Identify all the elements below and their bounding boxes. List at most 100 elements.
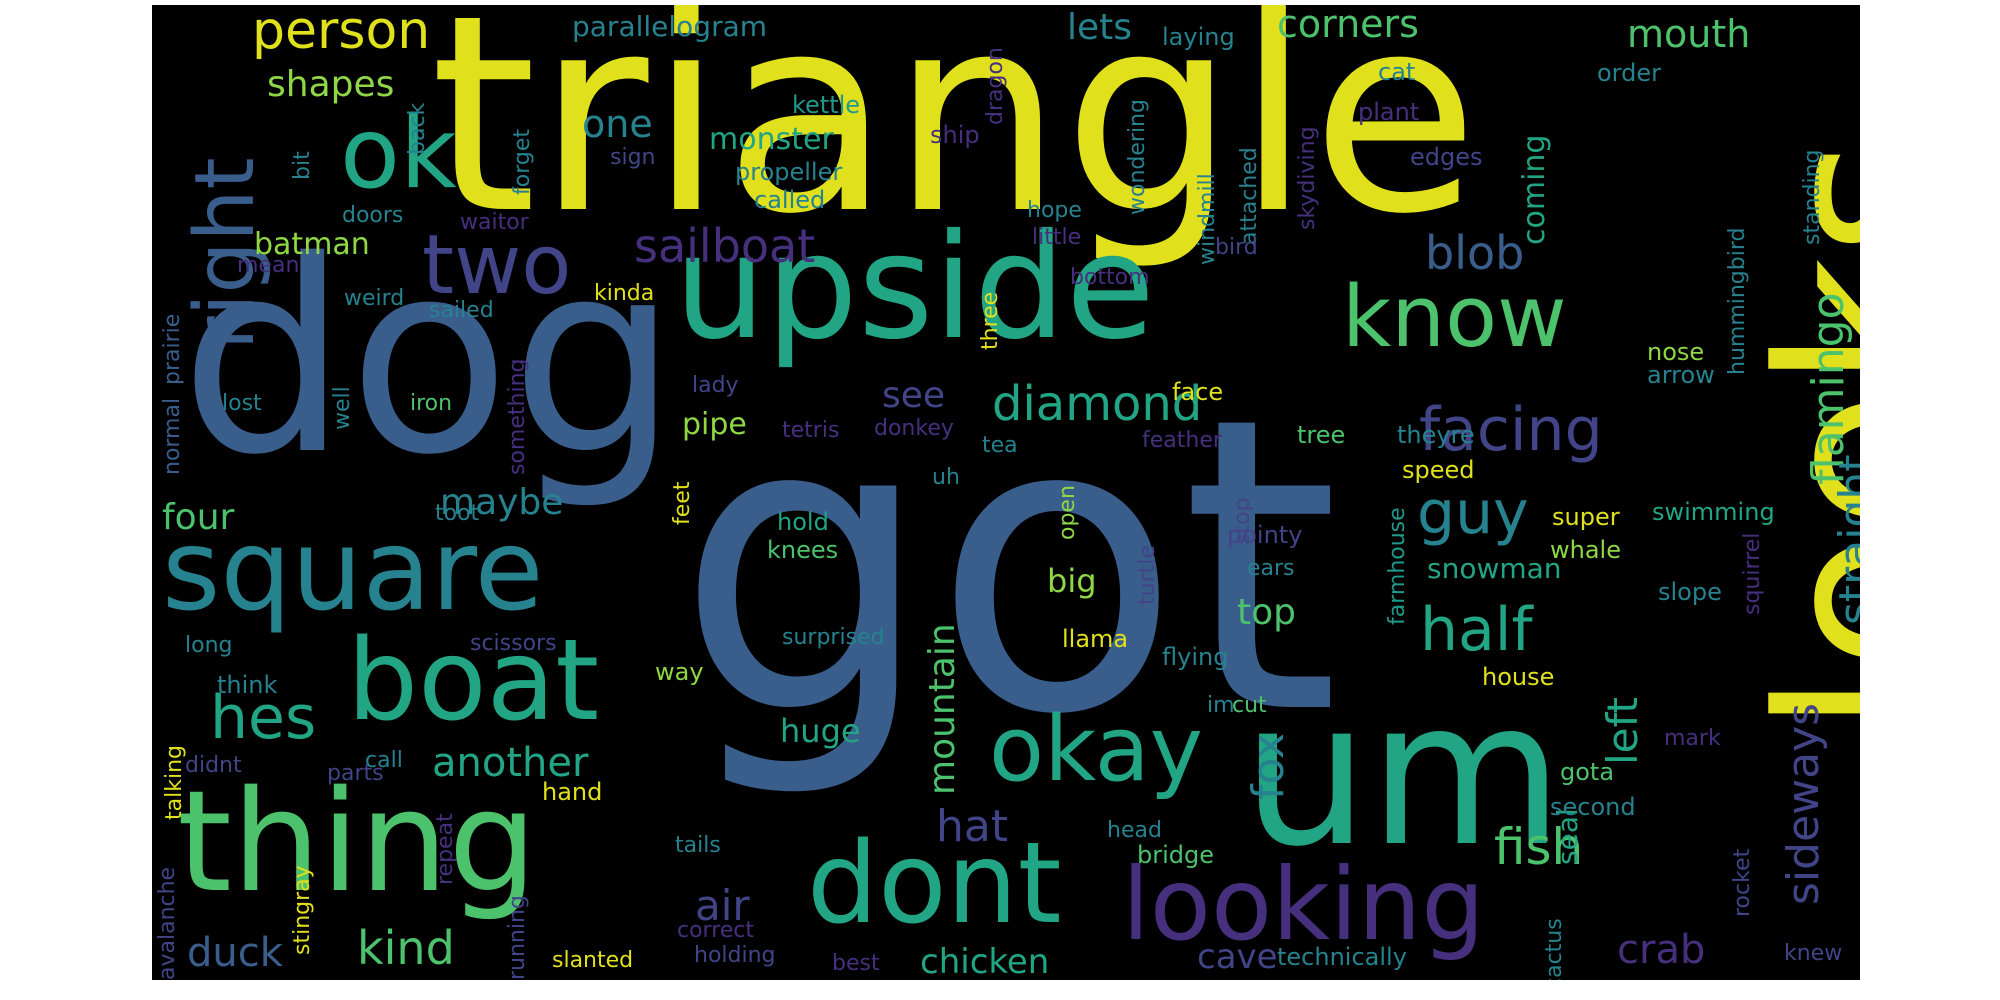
word: hand (542, 778, 603, 806)
word: way (655, 658, 704, 686)
word: two (422, 218, 572, 313)
word: attached (1237, 147, 1262, 245)
word: triangle (430, 5, 1479, 274)
word: pipe (682, 407, 747, 442)
word: cave (1197, 937, 1278, 977)
word: holding (694, 943, 776, 968)
word: running (505, 895, 530, 980)
word: dog (180, 205, 679, 513)
word: pointy (1227, 521, 1303, 549)
word: feet (670, 481, 695, 525)
word: mouth (1627, 12, 1751, 56)
word: square (162, 506, 544, 636)
word: shapes (267, 64, 395, 105)
word: talking (162, 745, 187, 820)
word: thing (177, 761, 538, 924)
word: iron (410, 391, 453, 416)
word: squirrel (1740, 532, 1765, 615)
word: normal (160, 397, 185, 475)
word: sideways (1778, 702, 1829, 905)
word: batman (254, 227, 370, 262)
word: hummingbird (1725, 227, 1750, 375)
word: uh (932, 465, 960, 490)
word: edges (1410, 143, 1483, 171)
word: im (1207, 693, 1235, 718)
word: avalanche (155, 866, 180, 980)
word: kind (357, 921, 455, 975)
word: um (1242, 658, 1564, 891)
word: dragon (983, 47, 1008, 125)
word: donkey (874, 416, 954, 441)
word: tails (675, 833, 721, 858)
word: face (1172, 378, 1224, 406)
word: house (1482, 663, 1555, 691)
word: fish (1494, 818, 1584, 876)
word: second (1550, 793, 1636, 821)
word: bottom (1070, 265, 1150, 290)
word: laying (1162, 23, 1235, 51)
word: sign (610, 145, 656, 170)
word: farmhouse (1385, 507, 1410, 625)
word: well (330, 386, 355, 430)
word: arrow (1647, 361, 1715, 389)
word: open (1055, 485, 1080, 540)
word: tetris (782, 418, 840, 443)
word: knees (767, 536, 839, 564)
word: diamond (992, 376, 1203, 432)
word: mountain (922, 623, 963, 795)
word: got (676, 331, 1340, 803)
word: bit (290, 151, 315, 180)
word: parts (327, 761, 384, 786)
word: hat (936, 801, 1009, 852)
word: llama (1062, 625, 1129, 653)
word: prairie (160, 313, 185, 385)
word: sailed (429, 298, 494, 323)
word: top (1237, 592, 1296, 633)
word: technically (1277, 943, 1407, 971)
word: bird (1215, 235, 1258, 260)
word: didnt (185, 753, 242, 778)
word: hope (1027, 198, 1082, 223)
word: skydiving (1295, 126, 1320, 230)
word: wondering (1125, 99, 1150, 215)
word: ok (340, 97, 457, 211)
word: swimming (1652, 498, 1775, 526)
word: corners (1277, 5, 1419, 46)
word: cactus (1542, 918, 1567, 980)
word: knew (1784, 941, 1843, 966)
word: person (252, 5, 431, 61)
word: sailboat (634, 219, 816, 273)
word: parallelogram (572, 10, 768, 43)
word: kettle (792, 91, 861, 119)
word: fox (1243, 732, 1294, 800)
word: slanted (552, 948, 634, 973)
word: okay (989, 697, 1204, 802)
word: scissors (470, 631, 557, 656)
word: repeat (433, 813, 458, 885)
word: snowman (1427, 552, 1562, 585)
word: weird (344, 286, 405, 311)
word: rocket (1730, 848, 1755, 917)
word: big (1047, 562, 1097, 600)
word: see (882, 375, 946, 416)
word: lets (1067, 7, 1133, 48)
word: bridge (1137, 841, 1215, 869)
word: think (217, 671, 278, 699)
word: lady (692, 373, 739, 398)
word: hold (777, 508, 829, 536)
word: maybe (440, 482, 564, 523)
word: straight (1830, 454, 1860, 625)
word: blob (1425, 226, 1525, 280)
word: tea (982, 433, 1018, 458)
word: flying (1162, 643, 1229, 671)
word: tree (1297, 421, 1346, 449)
word: call (365, 748, 403, 773)
word: lost (222, 391, 262, 416)
word: order (1597, 59, 1661, 87)
word: cat (1378, 58, 1416, 86)
word: hes (210, 683, 317, 753)
word: little (1032, 225, 1082, 250)
word: doors (342, 203, 404, 228)
word: huge (780, 712, 861, 750)
word: ship (930, 121, 980, 149)
